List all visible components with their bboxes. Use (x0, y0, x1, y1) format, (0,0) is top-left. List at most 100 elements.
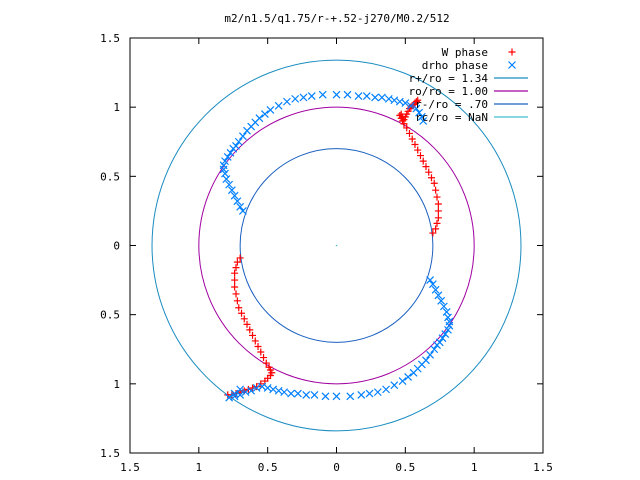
data-point (427, 174, 435, 182)
data-point (231, 283, 239, 291)
data-point (233, 197, 242, 206)
data-point (232, 290, 240, 298)
data-point (230, 191, 239, 200)
data-point (426, 350, 435, 359)
data-point (225, 393, 234, 402)
data-point (243, 320, 251, 328)
y-tick-label: 1.5 (100, 32, 120, 45)
data-point (238, 132, 247, 141)
data-point (227, 186, 236, 195)
data-point (232, 141, 240, 150)
data-point (221, 157, 229, 166)
data-point (231, 276, 239, 284)
data-point (403, 124, 411, 132)
legend-sample-w_phase (508, 48, 516, 56)
data-point (260, 110, 269, 119)
legend-sample-drho_phase (508, 61, 516, 69)
data-point (444, 313, 452, 322)
data-point (252, 384, 261, 392)
data-point (432, 225, 440, 233)
y-tick-label: 0.5 (100, 309, 120, 322)
data-point (444, 325, 452, 334)
data-point (230, 389, 239, 398)
data-point (433, 219, 441, 227)
data-point (417, 112, 426, 121)
data-point (260, 354, 268, 362)
x-tick-label: 1.5 (120, 461, 140, 474)
y-tick-label: 1 (113, 378, 120, 391)
data-point (428, 280, 437, 289)
data-point (294, 389, 302, 398)
data-point (233, 258, 241, 266)
data-point (233, 297, 241, 305)
data-point (434, 214, 442, 222)
data-point (434, 207, 442, 215)
data-point (223, 153, 232, 161)
data-point (257, 348, 265, 356)
legend-label-r_minus: r-/ro = .70 (415, 98, 488, 111)
data-point (430, 179, 438, 187)
data-point (398, 377, 407, 385)
data-point (346, 392, 355, 401)
data-point (235, 304, 243, 312)
data-point (408, 135, 416, 143)
data-point (431, 285, 440, 294)
data-point (283, 97, 291, 106)
data-point (266, 106, 275, 114)
data-point (291, 94, 300, 103)
data-point (332, 392, 341, 401)
data-point (240, 315, 248, 323)
data-point (439, 302, 448, 311)
chart-title: m2/n1.5/q1.75/r-+.52-j270/M0.2/512 (224, 12, 449, 25)
data-point (257, 380, 265, 388)
data-point (414, 146, 422, 154)
circle-r0 (198, 106, 475, 385)
data-point (416, 152, 424, 160)
data-point (354, 92, 363, 101)
data-point (232, 264, 240, 272)
data-point (307, 92, 316, 101)
data-point (274, 101, 283, 110)
data-point (419, 157, 427, 165)
data-point (299, 93, 308, 102)
x-tick-label: 1 (196, 461, 203, 474)
data-point (411, 141, 419, 149)
data-point (254, 342, 262, 350)
y-tick-label: 0 (113, 240, 120, 253)
data-point (249, 384, 257, 392)
data-point (441, 330, 450, 338)
y-tick-label: 1.5 (100, 447, 120, 460)
data-point (262, 359, 270, 367)
data-point (332, 90, 341, 99)
x-tick-label: 0 (333, 461, 340, 474)
data-point (373, 388, 382, 397)
data-point (310, 390, 319, 399)
data-point (445, 321, 454, 330)
legend-label-drho_phase: drho phase (422, 59, 488, 72)
center-point (335, 244, 338, 247)
points-layer (219, 90, 454, 402)
data-point (406, 101, 415, 110)
circles-layer (151, 59, 522, 432)
data-point (425, 168, 433, 176)
data-point (401, 99, 410, 107)
data-point (438, 334, 447, 343)
data-point (430, 345, 439, 354)
x-tick-label: 0.5 (395, 461, 415, 474)
data-point (343, 90, 352, 99)
legend-label-rc: rc/ro = NaN (415, 111, 488, 124)
data-point (238, 309, 246, 317)
data-point (255, 114, 264, 123)
data-point (404, 372, 413, 381)
circle-r_minus (239, 148, 434, 343)
data-point (433, 193, 441, 201)
data-point (357, 390, 366, 399)
data-point (433, 341, 441, 350)
data-point (224, 391, 232, 399)
data-point (378, 93, 386, 102)
data-point (419, 117, 428, 125)
data-point (437, 296, 446, 305)
data-point (409, 368, 418, 377)
